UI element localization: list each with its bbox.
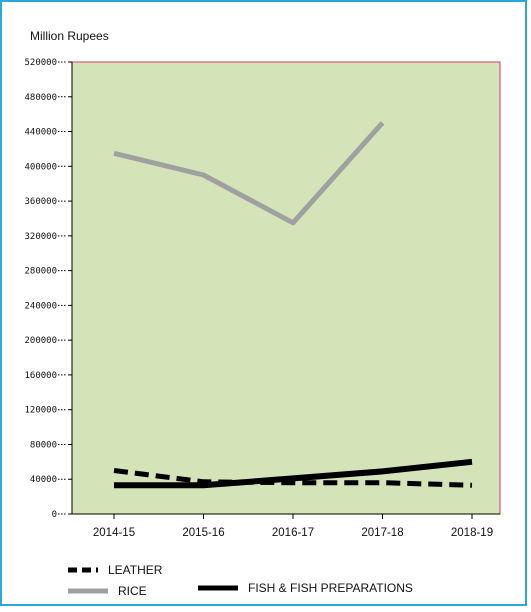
series-line-rice	[113, 121, 385, 226]
y-tick-label: 120000	[24, 406, 57, 416]
y-axis: 0 40000 80000 120000 160000 200000 240000 28000…	[24, 58, 73, 520]
y-tick-label: 480000	[24, 93, 57, 103]
x-axis: 2014-15 2015-16 2016-17 2017-18 2018-19	[72, 513, 500, 539]
plot-background	[71, 61, 501, 515]
x-tick-label: 2018-19	[451, 527, 493, 539]
y-tick-label: 40000	[30, 475, 57, 485]
y-tick-label: 360000	[24, 197, 57, 207]
series-line-fish-fish-preparations	[114, 458, 473, 489]
y-tick-label: 0	[52, 510, 57, 520]
x-tick-label: 2015-16	[182, 527, 224, 539]
legend: LEATHER RICE FISH & FISH PREPARATIONS	[68, 563, 413, 598]
legend-label: RICE	[118, 584, 147, 598]
y-tick-label: 160000	[24, 371, 57, 381]
y-tick-label: 80000	[30, 440, 57, 450]
y-tick-label: 280000	[24, 267, 57, 277]
series-line-leather	[113, 468, 473, 488]
series-lines	[113, 121, 473, 489]
x-tick-label: 2016-17	[272, 527, 314, 539]
y-tick-label: 240000	[24, 301, 57, 311]
legend-label: FISH & FISH PREPARATIONS	[248, 581, 413, 595]
y-tick-label: 200000	[24, 336, 57, 346]
x-tick-label: 2014-15	[93, 527, 135, 539]
y-tick-label: 400000	[24, 162, 57, 172]
legend-label: LEATHER	[108, 563, 163, 577]
x-tick-label: 2017-18	[361, 527, 403, 539]
plot-area	[71, 61, 501, 515]
y-tick-label: 320000	[24, 232, 57, 242]
y-axis-unit-label: Million Rupees	[30, 29, 109, 43]
y-tick-label: 520000	[24, 58, 57, 68]
y-tick-label: 440000	[24, 128, 57, 138]
